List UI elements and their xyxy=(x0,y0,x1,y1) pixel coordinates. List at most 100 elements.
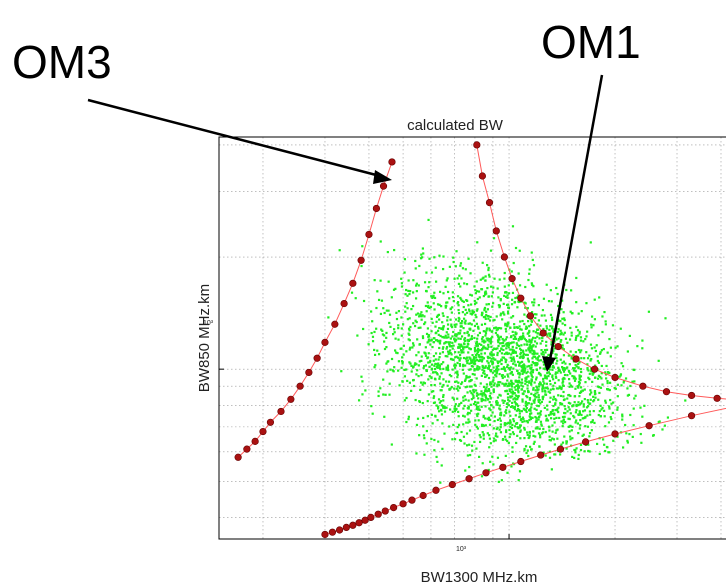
scatter-point xyxy=(501,399,504,402)
scatter-point xyxy=(438,318,441,321)
scatter-point xyxy=(475,356,478,359)
scatter-point xyxy=(565,440,569,443)
scatter-point xyxy=(562,333,565,336)
scatter-point xyxy=(485,313,488,317)
scatter-point xyxy=(547,371,550,374)
scatter-point xyxy=(555,356,558,360)
scatter-point xyxy=(590,326,593,329)
scatter-point xyxy=(476,326,480,329)
scatter-point xyxy=(480,355,483,359)
scatter-point xyxy=(496,361,500,365)
scatter-point xyxy=(516,326,519,329)
scatter-point xyxy=(453,337,456,341)
scatter-point xyxy=(641,347,644,350)
scatter-point xyxy=(582,410,585,413)
scatter-point xyxy=(549,332,552,335)
scatter-point xyxy=(472,362,475,365)
scatter-point xyxy=(430,295,433,298)
scatter-point xyxy=(520,384,523,387)
scatter-point xyxy=(400,366,403,369)
scatter-point xyxy=(574,411,577,414)
scatter-point xyxy=(456,397,459,400)
scatter-point xyxy=(437,362,440,365)
scatter-point xyxy=(460,298,463,301)
scatter-point xyxy=(525,326,528,329)
scatter-point xyxy=(579,386,583,389)
scatter-point xyxy=(489,418,492,421)
scatter-point xyxy=(440,372,443,375)
scatter-point xyxy=(528,434,531,437)
scatter-point xyxy=(492,379,495,382)
scatter-point xyxy=(447,380,451,383)
scatter-point xyxy=(507,292,511,295)
scatter-point xyxy=(495,315,498,318)
scatter-point xyxy=(566,374,569,377)
scatter-point xyxy=(470,303,473,306)
scatter-point xyxy=(471,309,474,312)
scatter-point xyxy=(488,446,491,449)
scatter-point xyxy=(504,360,507,364)
x-tick-label: 10³ xyxy=(456,546,467,553)
scatter-point xyxy=(651,434,655,437)
scatter-point xyxy=(465,444,469,447)
scatter-point xyxy=(420,318,423,321)
scatter-point xyxy=(470,398,473,401)
scatter-point xyxy=(520,378,524,381)
scatter-point xyxy=(456,302,459,305)
scatter-point xyxy=(512,432,515,436)
scatter-point xyxy=(589,343,593,346)
scatter-point xyxy=(583,397,586,401)
scatter-point xyxy=(468,356,471,359)
scatter-point xyxy=(404,305,407,308)
scatter-point xyxy=(486,360,489,363)
scatter-point xyxy=(543,348,547,352)
scatter-point xyxy=(523,428,526,431)
scatter-point xyxy=(457,381,460,384)
scatter-point xyxy=(463,346,466,349)
scatter-point xyxy=(361,380,364,383)
scatter-point xyxy=(424,364,428,367)
scatter-point xyxy=(498,360,501,363)
scatter-point xyxy=(511,298,514,301)
scatter-point xyxy=(608,388,611,392)
scatter-point xyxy=(560,443,563,446)
scatter-point xyxy=(496,456,500,459)
scatter-point xyxy=(512,420,516,423)
scatter-point xyxy=(522,336,525,339)
scatter-point xyxy=(453,323,456,326)
scatter-point xyxy=(508,388,511,391)
scatter-point xyxy=(499,423,502,426)
scatter-point xyxy=(498,404,501,407)
scatter-point xyxy=(496,383,499,386)
scatter-point xyxy=(506,396,510,399)
scatter-point xyxy=(545,327,549,330)
scatter-point xyxy=(608,337,611,341)
scatter-point xyxy=(532,330,535,333)
scatter-point xyxy=(510,353,513,356)
scatter-point xyxy=(619,373,623,376)
scatter-point xyxy=(431,295,435,298)
scatter-point xyxy=(475,322,478,325)
scatter-point xyxy=(535,364,538,367)
scatter-point xyxy=(468,429,472,432)
scatter-point xyxy=(549,388,552,391)
scatter-point xyxy=(472,357,475,360)
scatter-point xyxy=(453,407,456,410)
scatter-point xyxy=(400,285,404,288)
boundary-marker xyxy=(611,373,619,382)
scatter-point xyxy=(526,357,530,360)
scatter-point xyxy=(521,416,525,419)
scatter-point xyxy=(507,404,510,407)
scatter-point xyxy=(443,342,446,345)
scatter-point xyxy=(575,335,578,338)
scatter-point xyxy=(514,337,517,341)
scatter-point xyxy=(534,316,537,320)
scatter-point xyxy=(440,305,443,308)
scatter-point xyxy=(404,310,407,313)
scatter-point xyxy=(386,370,389,373)
scatter-point xyxy=(523,390,526,393)
scatter-point xyxy=(449,352,452,355)
scatter-point xyxy=(524,285,527,289)
scatter-point xyxy=(484,365,487,368)
scatter-point xyxy=(410,370,413,373)
